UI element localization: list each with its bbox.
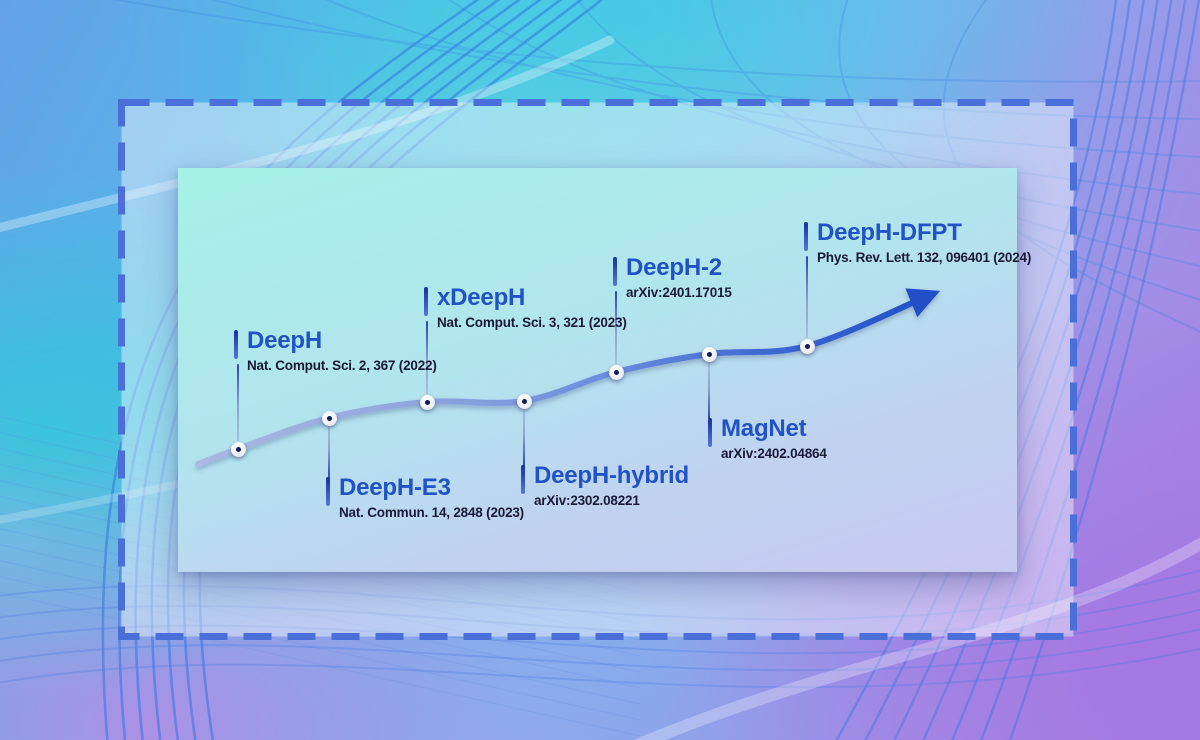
milestone-dot-icon [419,394,435,410]
timeline-curve [195,288,941,467]
milestone-citation: arXiv:2402.04864 [721,445,827,461]
decor-curve [112,0,1200,83]
decor-curve [0,628,1200,672]
growth-curve [195,288,941,467]
milestone-title: DeepH-DFPT [817,219,962,246]
milestone-title: MagNet [721,415,807,442]
milestone-citation: Nat. Comput. Sci. 2, 367 (2022) [247,357,437,373]
milestone-accent-bar-icon [234,330,238,359]
milestone-dot-icon [799,338,815,354]
decor-curve [0,647,1200,689]
milestone-connector-line [708,362,710,420]
decor-curve [0,591,641,737]
decor-curve [893,0,1145,740]
milestone-connector-line [237,364,239,441]
milestone-label: DeepH-2 arXiv:2401.17015 [613,255,732,300]
milestone-citation: arXiv:2302.08221 [534,492,640,508]
milestone-citation: arXiv:2401.17015 [626,284,732,300]
milestone-accent-bar-icon [804,222,808,251]
decor-curve [0,608,1200,655]
decor-curve [0,511,641,657]
milestone-accent-bar-icon [424,287,428,316]
milestone-dot-icon [608,364,624,380]
milestone-title: DeepH [247,327,323,354]
decor-curve [448,0,1200,196]
milestone-dot-icon [321,410,337,426]
milestone-connector-line [328,426,330,479]
milestone-label: DeepH-DFPT Phys. Rev. Lett. 132, 096401 … [804,220,1031,265]
decor-curve [835,0,1118,740]
milestone-title: xDeepH [437,284,526,311]
milestone-connector-line [426,321,428,394]
milestone-title: DeepH-hybrid [534,462,689,489]
decor-curve [577,0,1200,232]
milestone-citation: Nat. Comput. Sci. 3, 321 (2023) [437,314,627,330]
milestone-label: DeepH-hybrid arXiv:2302.08221 [521,463,689,508]
milestone-citation: Phys. Rev. Lett. 132, 096401 (2024) [817,249,1032,265]
milestone-accent-bar-icon [326,477,330,506]
milestone-citation: Nat. Commun. 14, 2848 (2023) [339,504,524,520]
decor-curve [0,589,1200,638]
milestone-dot-icon [516,393,532,409]
decor-curve [0,559,641,705]
decor-curve [922,0,1159,740]
milestone-label: MagNet arXiv:2402.04864 [708,416,827,461]
milestone-accent-bar-icon [613,257,617,286]
milestone-accent-bar-icon [708,418,712,447]
milestone-title: DeepH-2 [626,254,722,281]
milestone-title: DeepH-E3 [339,474,451,501]
decor-curve [0,527,641,673]
decor-curve [864,0,1132,740]
timeline-card: DeepH Nat. Comput. Sci. 2, 367 (2022) De… [178,168,1031,572]
decor-curve [951,0,1173,740]
decor-curve [210,0,1200,121]
milestone-label: DeepH Nat. Comput. Sci. 2, 367 (2022) [234,328,437,373]
milestone-dot-icon [230,441,246,457]
milestone-connector-line [806,256,808,338]
decor-curve [1009,0,1200,740]
milestone-dot-icon [701,346,717,362]
milestone-connector-line [523,409,525,467]
decor-curve [980,0,1187,740]
milestone-accent-bar-icon [521,465,525,494]
decor-curve [0,569,1200,621]
milestone-label: DeepH-E3 Nat. Commun. 14, 2848 (2023) [326,475,524,520]
decor-curve [0,575,641,721]
milestone-label: xDeepH Nat. Comput. Sci. 3, 321 (2023) [424,285,627,330]
milestone-connector-line [615,291,617,364]
decor-curve [0,543,641,689]
